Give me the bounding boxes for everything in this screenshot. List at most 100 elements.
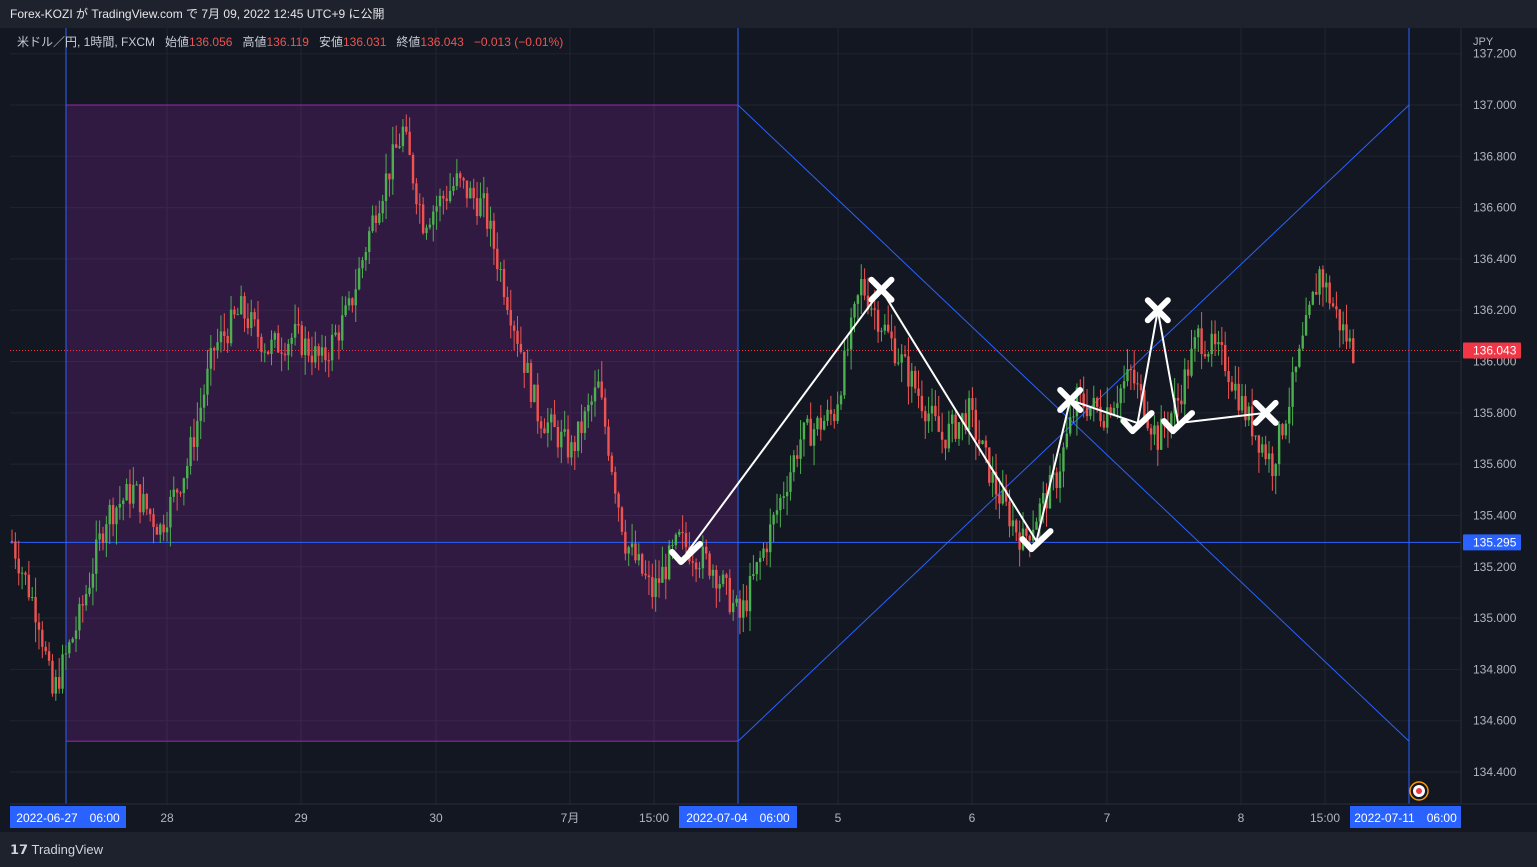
annotation-connector-line[interactable] xyxy=(1156,310,1180,424)
cross-mark-icon[interactable] xyxy=(868,276,895,303)
candle-down xyxy=(405,126,408,132)
date-price-range-box[interactable] xyxy=(65,104,739,742)
target-icon[interactable] xyxy=(1409,781,1429,801)
candle-down xyxy=(374,215,378,224)
cross-mark-icon[interactable] xyxy=(1144,297,1171,324)
candle-down xyxy=(152,514,155,527)
candle-up xyxy=(1210,333,1213,355)
candle-up xyxy=(199,407,202,421)
check-mark-icon[interactable] xyxy=(1019,528,1054,553)
candle-down xyxy=(998,494,1001,504)
candle-up xyxy=(448,190,452,202)
tradingview-logo[interactable]: 𝟭𝟳 TradingView xyxy=(10,842,103,858)
candle-up xyxy=(1301,335,1304,349)
time-range-badge[interactable] xyxy=(1350,806,1461,828)
candle-up xyxy=(219,331,223,343)
candle-down xyxy=(1146,419,1149,429)
candle-up xyxy=(748,575,752,612)
candle-up xyxy=(314,346,317,363)
candle-down xyxy=(684,533,688,548)
check-mark-icon[interactable] xyxy=(669,540,703,565)
candle-up xyxy=(182,478,186,494)
cross-mark-icon[interactable] xyxy=(1057,387,1084,414)
candle-up xyxy=(1035,521,1038,530)
candle-up xyxy=(169,496,172,528)
candle-down xyxy=(1200,328,1203,354)
candle-up xyxy=(701,546,705,569)
candle-down xyxy=(866,295,870,310)
candle-up xyxy=(1234,383,1237,391)
candle-up xyxy=(947,423,951,449)
candle-up xyxy=(303,338,307,356)
candle-down xyxy=(715,569,718,589)
candle-down xyxy=(829,409,833,415)
candle-down xyxy=(1004,489,1008,502)
time-range-badge[interactable] xyxy=(679,806,797,828)
candle-down xyxy=(175,489,179,493)
candle-up xyxy=(239,296,243,315)
candle-down xyxy=(512,325,516,331)
candle-down xyxy=(307,338,310,356)
candle-down xyxy=(954,414,957,439)
target-icon-dot xyxy=(1416,788,1422,794)
candle-down xyxy=(863,279,866,296)
candle-up xyxy=(981,440,984,444)
annotation-connector-line[interactable] xyxy=(1136,310,1159,424)
symbol-name[interactable]: 米ドル／円, 1時間, FXCM xyxy=(17,35,156,49)
candle-up xyxy=(769,524,772,553)
time-range-label: 2022-07-04 06:00 xyxy=(686,811,790,825)
candle-up xyxy=(870,308,873,310)
candle-up xyxy=(499,268,502,270)
annotation-connector-line[interactable] xyxy=(1035,399,1072,542)
low-value: 136.031 xyxy=(343,35,387,49)
price-tick-label: 134.400 xyxy=(1473,765,1517,779)
annotation-connector-line[interactable] xyxy=(1069,399,1138,425)
time-tick-label: 8 xyxy=(1238,811,1245,825)
candle-down xyxy=(1180,400,1183,405)
candle-down xyxy=(876,309,880,332)
candle-up xyxy=(742,600,745,618)
check-mark-icon[interactable] xyxy=(1161,410,1196,435)
time-range-badge[interactable] xyxy=(10,806,126,828)
check-mark-icon[interactable] xyxy=(1120,410,1155,435)
price-tick-label: 135.800 xyxy=(1473,406,1517,420)
annotation-connector-line[interactable] xyxy=(880,289,1038,542)
candle-down xyxy=(445,198,448,202)
candle-up xyxy=(792,455,796,473)
annotation-connector-line[interactable] xyxy=(685,289,883,555)
candle-down xyxy=(324,347,327,361)
candle-down xyxy=(738,598,742,618)
candle-up xyxy=(789,472,792,492)
candle-down xyxy=(917,388,920,396)
candle-down xyxy=(1028,535,1031,541)
candle-down xyxy=(472,187,475,199)
candle-up xyxy=(1304,315,1308,336)
candle-down xyxy=(243,296,246,319)
diagonal-trend-line[interactable] xyxy=(737,104,1410,742)
candle-up xyxy=(674,534,678,546)
candle-down xyxy=(47,651,51,661)
price-tick-label: 135.200 xyxy=(1473,560,1517,574)
candle-up xyxy=(1065,433,1069,448)
candle-up xyxy=(785,491,789,497)
time-tick-label: 6 xyxy=(969,811,976,825)
cross-mark-icon[interactable] xyxy=(1252,399,1279,426)
candle-up xyxy=(115,507,118,525)
candle-up xyxy=(654,578,657,597)
candle-down xyxy=(573,442,576,452)
candle-down xyxy=(442,195,445,199)
publish-title: Forex-KOZI が TradingView.com で 7月 09, 20… xyxy=(10,7,385,21)
candle-down xyxy=(1230,382,1234,391)
horizontal-line-badge[interactable] xyxy=(1463,534,1521,551)
time-tick-label: 15:00 xyxy=(1310,811,1340,825)
current-price-badge[interactable] xyxy=(1463,342,1521,359)
candle-up xyxy=(1254,435,1257,437)
plot-background[interactable] xyxy=(10,28,1461,804)
candle-down xyxy=(617,493,620,508)
candle-down xyxy=(944,439,947,449)
candle-down xyxy=(1321,269,1325,288)
candle-down xyxy=(1227,371,1230,383)
price-axis[interactable] xyxy=(1461,28,1537,804)
annotation-connector-line[interactable] xyxy=(1177,411,1266,425)
